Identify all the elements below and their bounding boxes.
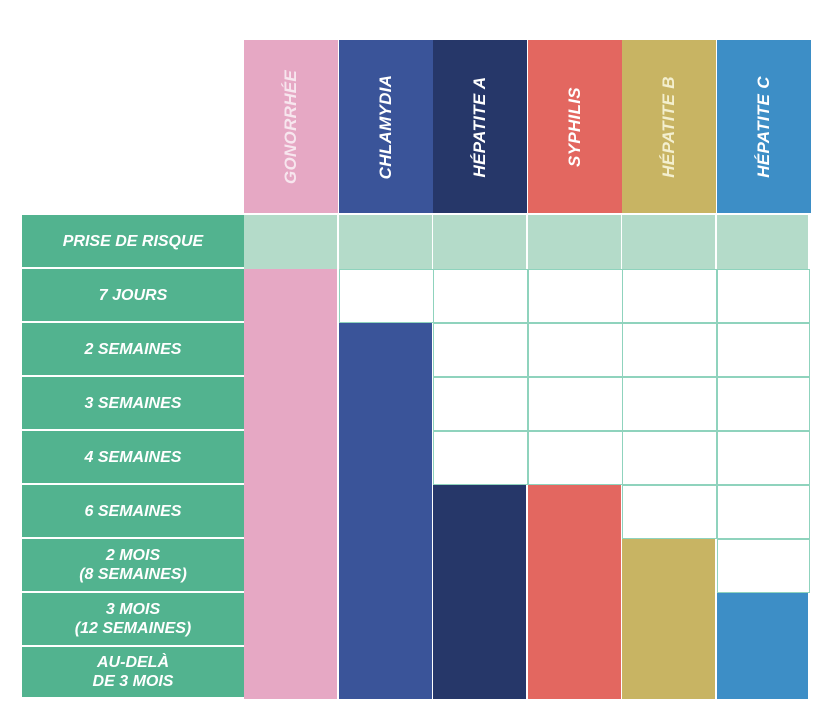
- column-header-label: HÉPATITE B: [659, 75, 678, 178]
- column-header-gonorrhee: GONORRHÉE: [244, 40, 338, 213]
- cell-chlamydia-7-jours-empty: [339, 269, 434, 323]
- cell-hepatite-b-2-semaines-empty: [622, 323, 717, 377]
- cell-gonorrhee-3-semaines-detectable: [244, 377, 339, 431]
- cell-chlamydia-6-semaines-detectable: [339, 485, 434, 539]
- cell-hepatite-b-3-mois-12-semaines-detectable: [622, 593, 717, 647]
- cell-chlamydia-3-semaines-detectable: [339, 377, 434, 431]
- cell-hepatite-c-au-dela-de-3-mois-detectable: [717, 647, 810, 699]
- column-header-chlamydia: CHLAMYDIA: [339, 40, 433, 213]
- cell-chlamydia-4-semaines-detectable: [339, 431, 434, 485]
- column-header-label: GONORRHÉE: [281, 69, 300, 184]
- column-header-label: CHLAMYDIA: [376, 74, 395, 179]
- cell-hepatite-b-6-semaines-empty: [622, 485, 717, 539]
- cell-hepatite-b-au-dela-de-3-mois-detectable: [622, 647, 717, 699]
- row-label-3-mois-12-semaines: 3 MOIS (12 SEMAINES): [22, 593, 244, 647]
- cell-syphilis-4-semaines-empty: [528, 431, 623, 485]
- cell-gonorrhee-6-semaines-detectable: [244, 485, 339, 539]
- cell-chlamydia-2-mois-8-semaines-detectable: [339, 539, 434, 593]
- cell-syphilis-3-mois-12-semaines-detectable: [528, 593, 623, 647]
- column-header-label: HÉPATITE C: [754, 75, 773, 178]
- cell-syphilis-2-mois-8-semaines-detectable: [528, 539, 623, 593]
- cell-gonorrhee-au-dela-de-3-mois-detectable: [244, 647, 339, 699]
- cell-hepatite-c-2-semaines-empty: [717, 323, 810, 377]
- cell-hepatite-a-6-semaines-detectable: [433, 485, 528, 539]
- cell-hepatite-a-4-semaines-empty: [433, 431, 528, 485]
- cell-hepatite-c-6-semaines-empty: [717, 485, 810, 539]
- row-label-2-mois-8-semaines: 2 MOIS (8 SEMAINES): [22, 539, 244, 593]
- row-label-au-dela-de-3-mois: AU-DELÀ DE 3 MOIS: [22, 647, 244, 699]
- cell-gonorrhee-2-semaines-detectable: [244, 323, 339, 377]
- cell-syphilis-3-semaines-empty: [528, 377, 623, 431]
- column-header-hepatite-c: HÉPATITE C: [717, 40, 811, 213]
- column-header-syphilis: SYPHILIS: [528, 40, 622, 213]
- column-header-hepatite-a: HÉPATITE A: [433, 40, 527, 213]
- cell-hepatite-c-3-semaines-empty: [717, 377, 810, 431]
- cell-syphilis-prise-de-risque-risk: [528, 215, 623, 269]
- cell-hepatite-c-prise-de-risque-risk: [717, 215, 810, 269]
- cell-gonorrhee-4-semaines-detectable: [244, 431, 339, 485]
- cell-gonorrhee-7-jours-detectable: [244, 269, 339, 323]
- cell-hepatite-b-2-mois-8-semaines-detectable: [622, 539, 717, 593]
- cell-hepatite-c-2-mois-8-semaines-empty: [717, 539, 810, 593]
- cell-syphilis-2-semaines-empty: [528, 323, 623, 377]
- cell-hepatite-a-2-semaines-empty: [433, 323, 528, 377]
- cell-syphilis-7-jours-empty: [528, 269, 623, 323]
- cell-hepatite-a-7-jours-empty: [433, 269, 528, 323]
- cell-syphilis-au-dela-de-3-mois-detectable: [528, 647, 623, 699]
- cell-hepatite-c-4-semaines-empty: [717, 431, 810, 485]
- column-header-label: HÉPATITE A: [470, 76, 489, 177]
- row-label-prise-de-risque: PRISE DE RISQUE: [22, 215, 244, 269]
- cell-chlamydia-2-semaines-detectable: [339, 323, 434, 377]
- cell-gonorrhee-2-mois-8-semaines-detectable: [244, 539, 339, 593]
- row-label-3-semaines: 3 SEMAINES: [22, 377, 244, 431]
- row-label-2-semaines: 2 SEMAINES: [22, 323, 244, 377]
- row-label-7-jours: 7 JOURS: [22, 269, 244, 323]
- cell-chlamydia-3-mois-12-semaines-detectable: [339, 593, 434, 647]
- column-header-hepatite-b: HÉPATITE B: [622, 40, 716, 213]
- cell-hepatite-a-3-mois-12-semaines-detectable: [433, 593, 528, 647]
- cell-gonorrhee-3-mois-12-semaines-detectable: [244, 593, 339, 647]
- cell-gonorrhee-prise-de-risque-risk: [244, 215, 339, 269]
- cell-hepatite-a-prise-de-risque-risk: [433, 215, 528, 269]
- row-label-6-semaines: 6 SEMAINES: [22, 485, 244, 539]
- column-header-label: SYPHILIS: [565, 86, 584, 167]
- cell-syphilis-6-semaines-detectable: [528, 485, 623, 539]
- cell-chlamydia-prise-de-risque-risk: [339, 215, 434, 269]
- cell-hepatite-b-3-semaines-empty: [622, 377, 717, 431]
- cell-hepatite-a-3-semaines-empty: [433, 377, 528, 431]
- row-label-4-semaines: 4 SEMAINES: [22, 431, 244, 485]
- cell-chlamydia-au-dela-de-3-mois-detectable: [339, 647, 434, 699]
- cell-hepatite-a-2-mois-8-semaines-detectable: [433, 539, 528, 593]
- cell-hepatite-c-7-jours-empty: [717, 269, 810, 323]
- cell-hepatite-b-4-semaines-empty: [622, 431, 717, 485]
- cell-hepatite-a-au-dela-de-3-mois-detectable: [433, 647, 528, 699]
- cell-hepatite-b-prise-de-risque-risk: [622, 215, 717, 269]
- cell-hepatite-c-3-mois-12-semaines-detectable: [717, 593, 810, 647]
- cell-hepatite-b-7-jours-empty: [622, 269, 717, 323]
